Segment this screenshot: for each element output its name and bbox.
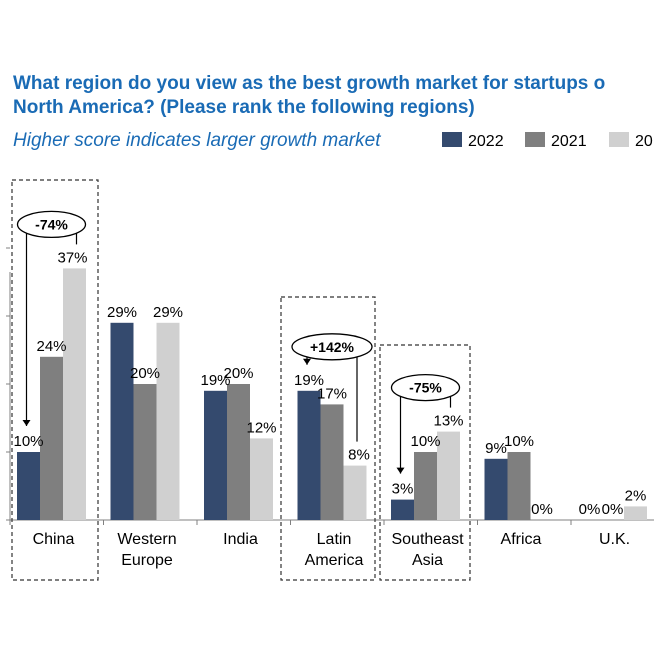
data-label: 13% (433, 413, 463, 430)
data-label: 10% (504, 433, 534, 450)
annotation-label: -75% (409, 380, 442, 396)
legend-label: 2021 (551, 133, 587, 150)
category-labels: China Western Europe India Latin America South… (33, 531, 630, 569)
data-label: 20% (130, 365, 160, 382)
data-label: 0% (579, 501, 601, 518)
data-label: 37% (57, 249, 87, 266)
bar (297, 390, 321, 520)
annotation-label: +142% (310, 339, 355, 355)
legend-label: 20 (635, 133, 653, 150)
annotation-bubble (291, 333, 373, 361)
bar (250, 438, 273, 520)
bar (63, 268, 86, 520)
data-label: 29% (107, 304, 137, 321)
data-label: 0% (531, 501, 553, 518)
highlight-box (11, 179, 99, 581)
category-label: America (305, 552, 364, 569)
highlight-boxes (11, 179, 471, 581)
data-label: 8% (348, 447, 370, 464)
bar (343, 465, 367, 520)
annotations: -74% +142% -75% (16, 210, 461, 474)
annotation-bubble (16, 210, 87, 239)
data-label: 17% (317, 385, 347, 402)
data-label: 19% (294, 372, 324, 389)
bar (40, 356, 63, 520)
legend-label: 2022 (468, 133, 504, 150)
category-label: India (223, 531, 258, 548)
bar (320, 404, 344, 520)
chart-title-line-1: What region do you view as the best grow… (13, 73, 606, 94)
category-label: Europe (121, 552, 173, 569)
data-label: 19% (200, 372, 230, 389)
chart-title: What region do you view as the best grow… (13, 72, 654, 120)
data-label: 29% (153, 304, 183, 321)
legend-swatch (442, 132, 462, 147)
bar (624, 506, 647, 520)
bar (133, 384, 157, 520)
bar (507, 452, 531, 520)
data-label: 0% (602, 501, 624, 518)
category-label: Africa (501, 531, 542, 548)
bar (391, 499, 414, 520)
data-label: 12% (246, 419, 276, 436)
chart-title-line-2: North America? (Please rank the followin… (13, 97, 475, 118)
bar (414, 452, 437, 520)
annotation-label: -74% (35, 216, 68, 232)
bar (156, 322, 180, 520)
category-label: U.K. (599, 531, 630, 548)
data-label: 10% (13, 433, 43, 450)
bars (17, 268, 647, 520)
legend-swatch (609, 132, 629, 147)
arrow-head-icon (22, 420, 31, 426)
bar (17, 452, 40, 520)
legend-swatch (525, 132, 545, 147)
arrow-head-icon (396, 467, 405, 474)
category-label: China (33, 531, 75, 548)
highlight-box (280, 296, 376, 581)
bar (437, 431, 460, 520)
category-label: Latin (317, 531, 352, 548)
chart-subtitle: Higher score indicates larger growth mar… (13, 130, 381, 151)
data-label: 20% (223, 365, 253, 382)
data-label: 9% (485, 440, 507, 457)
bar (110, 322, 134, 520)
data-label: 24% (36, 338, 66, 355)
data-label: 3% (392, 481, 414, 498)
legend: 2022 2021 20 (442, 132, 653, 150)
data-label: 10% (410, 433, 440, 450)
bar (204, 390, 227, 520)
category-label: Southeast (391, 531, 464, 548)
data-labels: 10% 29% 19% 19% 3% 9% 0% 24% 20% 20% 17% 10% 10% 0% 37… (13, 249, 646, 518)
bar (484, 458, 508, 520)
bar (227, 384, 250, 520)
annotation-bubble (390, 373, 461, 402)
highlight-box (379, 344, 471, 581)
data-label: 2% (625, 487, 647, 504)
category-label: Asia (412, 552, 443, 569)
category-label: Western (117, 531, 176, 548)
arrow-head-icon (303, 358, 311, 365)
